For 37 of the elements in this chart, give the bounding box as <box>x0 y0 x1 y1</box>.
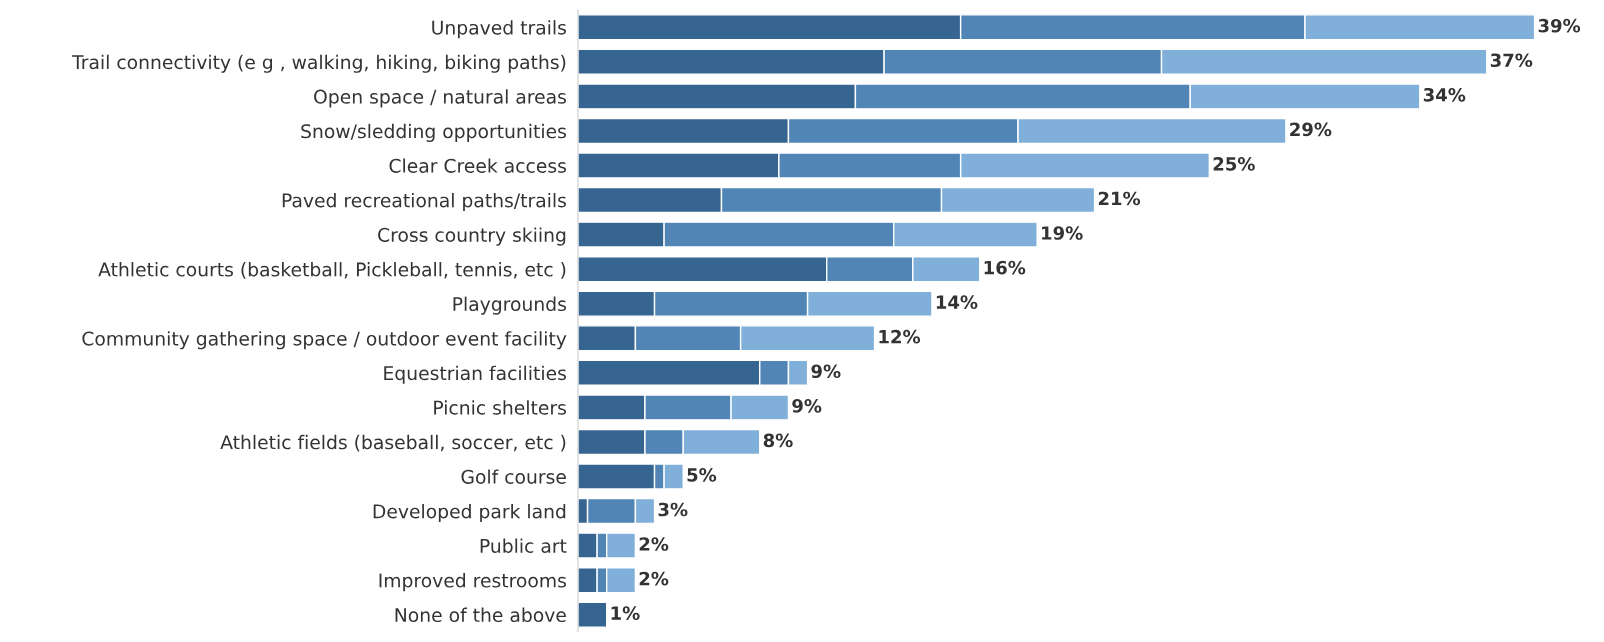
annotation: 2% <box>639 537 669 551</box>
y-tick-label: Cross country skiing <box>378 227 566 246</box>
y-tick-label: Clear Creek access <box>389 158 566 173</box>
annotation: 21% <box>1098 191 1141 206</box>
y-tick-label: Community gathering space / outdoor event facility <box>82 331 567 350</box>
annotation: 9% <box>811 364 841 379</box>
y-tick-label: Snow/sledding opportunities <box>301 123 566 142</box>
annotation: 2% <box>639 571 669 586</box>
annotation: 25% <box>1213 157 1255 171</box>
y-tick-label: Trail connectivity (e g , walking, hiking, biking paths) <box>72 54 566 73</box>
annotation: 39% <box>1538 18 1581 33</box>
annotation: 1% <box>611 606 640 620</box>
y-tick-label: Paved recreational paths/trails <box>282 192 566 212</box>
annotation: 3% <box>658 502 688 517</box>
y-tick-label: Playgrounds <box>453 296 566 315</box>
y-tick-label: Open space / natural areas <box>314 89 566 108</box>
annotation: 29% <box>1290 122 1332 137</box>
annotation: 8% <box>763 433 793 448</box>
annotation: 37% <box>1490 53 1533 68</box>
annotation: 5% <box>687 468 717 482</box>
y-tick-label: Improved restrooms <box>379 573 566 592</box>
y-tick-label: Golf course <box>461 469 566 484</box>
annotation: 34% <box>1423 87 1466 102</box>
y-tick-label: Athletic fields (baseball, soccer, etc ) <box>220 434 566 452</box>
y-tick-label: Athletic courts (basketball, Pickleball, tennis, etc ) <box>98 262 566 279</box>
annotation: 9% <box>792 398 822 413</box>
y-tick-label: Public art <box>480 538 567 553</box>
annotation: 16% <box>984 260 1026 275</box>
bar <box>578 601 608 628</box>
y-tick-label: Developed park land <box>373 503 566 523</box>
y-tick-label: Unpaved trails <box>432 20 566 39</box>
annotation: 14% <box>936 295 978 309</box>
annotation: 19% <box>1042 226 1083 240</box>
annotation: 12% <box>879 329 921 344</box>
y-tick-label: None of the above <box>395 607 566 623</box>
y-tick-label: Picnic shelters <box>434 400 566 415</box>
y-tick-label: Equestrian facilities <box>384 365 566 384</box>
